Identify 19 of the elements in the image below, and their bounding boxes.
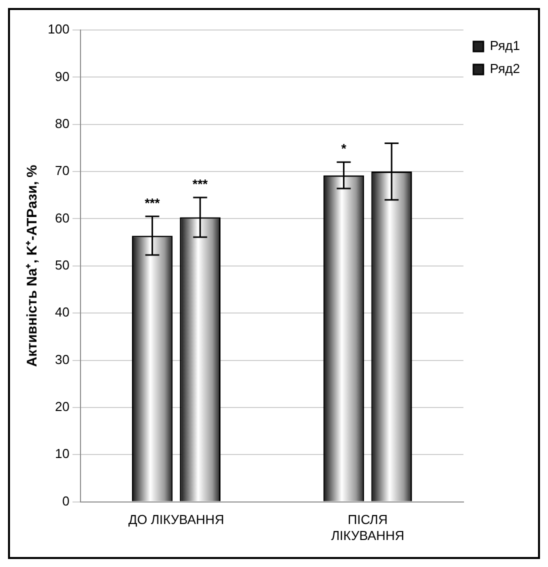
y-tick-label: 0 [62,493,70,508]
y-tick-label: 70 [55,163,70,178]
y-tick-label: 40 [55,304,70,320]
y-tick-label: 80 [55,116,70,131]
y-tick-label: 20 [55,399,70,414]
annotation: * [341,141,348,156]
y-tick-label: 50 [55,257,70,272]
annotation: *** [192,176,209,192]
y-axis-title: Активність Na⁺, K⁺-АТРази, % [23,164,40,367]
y-tick-label: 30 [55,352,70,367]
y-tick-label: 10 [55,446,70,462]
legend-label: Ряд2 [490,61,520,76]
legend-label: Ряд1 [490,38,520,54]
y-tick-label: 90 [55,68,70,84]
x-tick-label: ДО ЛІКУВАННЯ [128,512,224,528]
x-tick-label: ПІСЛЯ ЛІКУВАННЯ [331,512,404,543]
y-tick-label: 100 [48,22,70,37]
annotation: *** [144,195,161,210]
y-tick-label: 60 [55,210,70,226]
